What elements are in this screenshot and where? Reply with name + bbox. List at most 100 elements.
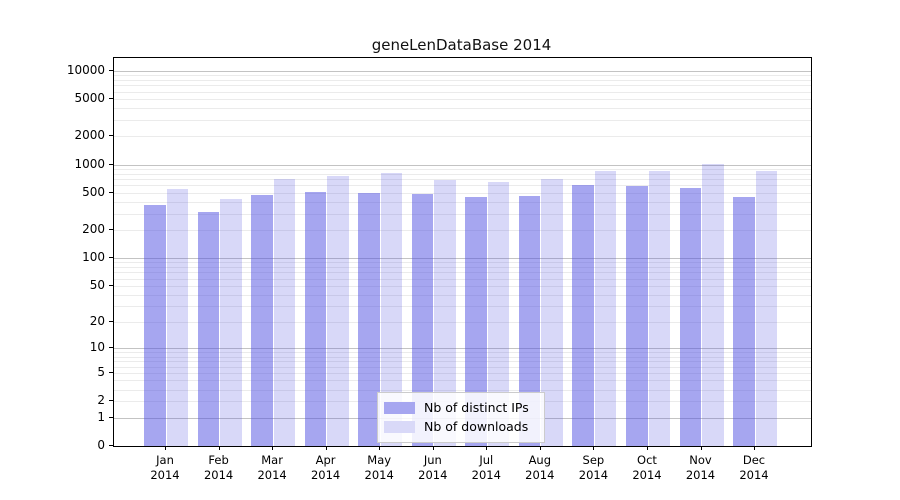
- y-tick-label: 5: [97, 365, 105, 379]
- gridline-minor: [114, 366, 811, 368]
- y-tick-label: 5000: [74, 91, 105, 105]
- gridline-minor: [114, 294, 811, 296]
- y-tick-mark: [109, 284, 113, 286]
- gridline-minor: [114, 91, 811, 93]
- gridline-minor: [114, 79, 811, 81]
- gridline-minor: [114, 361, 811, 363]
- gridline-minor: [114, 230, 811, 231]
- bar-nov-downloads: [702, 163, 724, 446]
- gridline-major: [114, 70, 811, 72]
- y-tick-mark: [109, 191, 113, 193]
- bar-aug-downloads: [541, 178, 563, 446]
- gridline-minor: [114, 285, 811, 287]
- y-tick-mark: [109, 69, 113, 71]
- x-tick-label-feb: Feb 2014: [203, 453, 234, 482]
- x-tick-mark: [486, 446, 488, 450]
- bar-jan-distinct-ips: [144, 205, 166, 446]
- gridline-minor: [114, 389, 811, 391]
- plot-area: [113, 57, 812, 447]
- x-tick-label-jul: Jul 2014: [471, 453, 501, 482]
- x-tick-mark: [539, 446, 541, 450]
- bar-jun-downloads: [434, 180, 456, 446]
- legend-label-downloads: Nb of downloads: [424, 419, 529, 434]
- legend: Nb of distinct IPs Nb of downloads: [377, 392, 545, 443]
- x-tick-label-jun: Jun 2014: [418, 453, 448, 482]
- gridline-minor: [114, 136, 811, 138]
- y-tick-mark: [109, 416, 113, 418]
- gridline-minor: [114, 380, 811, 382]
- gridline-minor: [114, 262, 811, 264]
- y-tick-label: 500: [82, 184, 105, 199]
- bar-dec-distinct-ips: [733, 196, 755, 446]
- x-tick-mark: [593, 446, 595, 450]
- bar-aug-distinct-ips: [518, 195, 541, 446]
- bar-dec-downloads: [755, 170, 777, 446]
- gridline-minor: [114, 119, 811, 121]
- x-tick-label-jan: Jan 2014: [150, 453, 180, 482]
- gridline-minor: [114, 278, 811, 280]
- y-tick-label: 100: [82, 250, 105, 264]
- y-tick-label: 2: [97, 393, 105, 408]
- x-tick-mark: [218, 446, 220, 450]
- bar-apr-distinct-ips: [304, 192, 327, 446]
- y-tick-label: 50: [89, 277, 105, 292]
- x-tick-label-dec: Dec 2014: [739, 453, 769, 482]
- bar-may-downloads: [380, 172, 403, 446]
- legend-label-distinct-ips: Nb of distinct IPs: [424, 400, 529, 415]
- bar-jun-distinct-ips: [411, 194, 434, 446]
- y-tick-label: 200: [82, 222, 105, 236]
- x-tick-mark: [432, 446, 434, 450]
- y-tick-mark: [109, 400, 113, 402]
- legend-swatch-distinct-ips: [384, 401, 415, 414]
- y-tick-label: 20: [89, 314, 105, 328]
- y-tick-label: 1000: [74, 156, 105, 171]
- gridline-minor: [114, 213, 811, 215]
- gridline-minor: [114, 192, 811, 194]
- x-tick-mark: [647, 446, 648, 450]
- gridline-minor: [114, 201, 811, 203]
- gridline-minor: [114, 168, 811, 170]
- y-tick-mark: [109, 321, 113, 322]
- bar-jul-distinct-ips: [465, 197, 487, 446]
- bar-mar-distinct-ips: [251, 195, 273, 446]
- x-tick-label-oct: Oct 2014: [632, 453, 662, 482]
- y-tick-mark: [109, 229, 113, 230]
- gridline-major: [114, 164, 811, 166]
- y-tick-mark: [109, 163, 113, 165]
- x-tick-mark: [700, 446, 702, 450]
- y-tick-label: 1: [97, 409, 105, 424]
- bar-nov-distinct-ips: [679, 187, 701, 446]
- gridline-major: [114, 258, 811, 259]
- bar-oct-downloads: [648, 170, 670, 446]
- bar-oct-distinct-ips: [626, 186, 648, 446]
- x-tick-label-sep: Sep 2014: [578, 453, 609, 482]
- bar-sep-downloads: [594, 171, 617, 446]
- y-tick-label: 10: [89, 340, 105, 355]
- x-tick-mark: [272, 446, 274, 450]
- gridline-minor: [114, 185, 811, 187]
- gridline-minor: [114, 267, 811, 268]
- y-tick-mark: [109, 135, 113, 137]
- bar-feb-downloads: [220, 198, 242, 446]
- bar-mar-downloads: [273, 178, 296, 446]
- bar-sep-distinct-ips: [572, 185, 594, 446]
- y-tick-mark: [109, 347, 113, 349]
- gridline-minor: [114, 322, 811, 323]
- bar-may-distinct-ips: [358, 192, 380, 446]
- gridline-minor: [114, 272, 811, 274]
- gridline-minor: [114, 352, 811, 354]
- x-tick-mark: [379, 446, 381, 450]
- gridline-minor: [114, 179, 811, 181]
- x-tick-mark: [325, 446, 327, 450]
- gridline-major: [114, 348, 811, 350]
- gridline-minor: [114, 108, 811, 110]
- legend-row-downloads: Nb of downloads: [384, 417, 536, 436]
- legend-swatch-downloads: [384, 420, 415, 433]
- gridline-minor: [114, 173, 811, 175]
- gridline-minor: [114, 373, 811, 374]
- gridline-minor: [114, 99, 811, 100]
- y-tick-label: 0: [97, 438, 105, 452]
- y-tick-label: 10000: [66, 62, 105, 77]
- legend-row-distinct-ips: Nb of distinct IPs: [384, 398, 536, 417]
